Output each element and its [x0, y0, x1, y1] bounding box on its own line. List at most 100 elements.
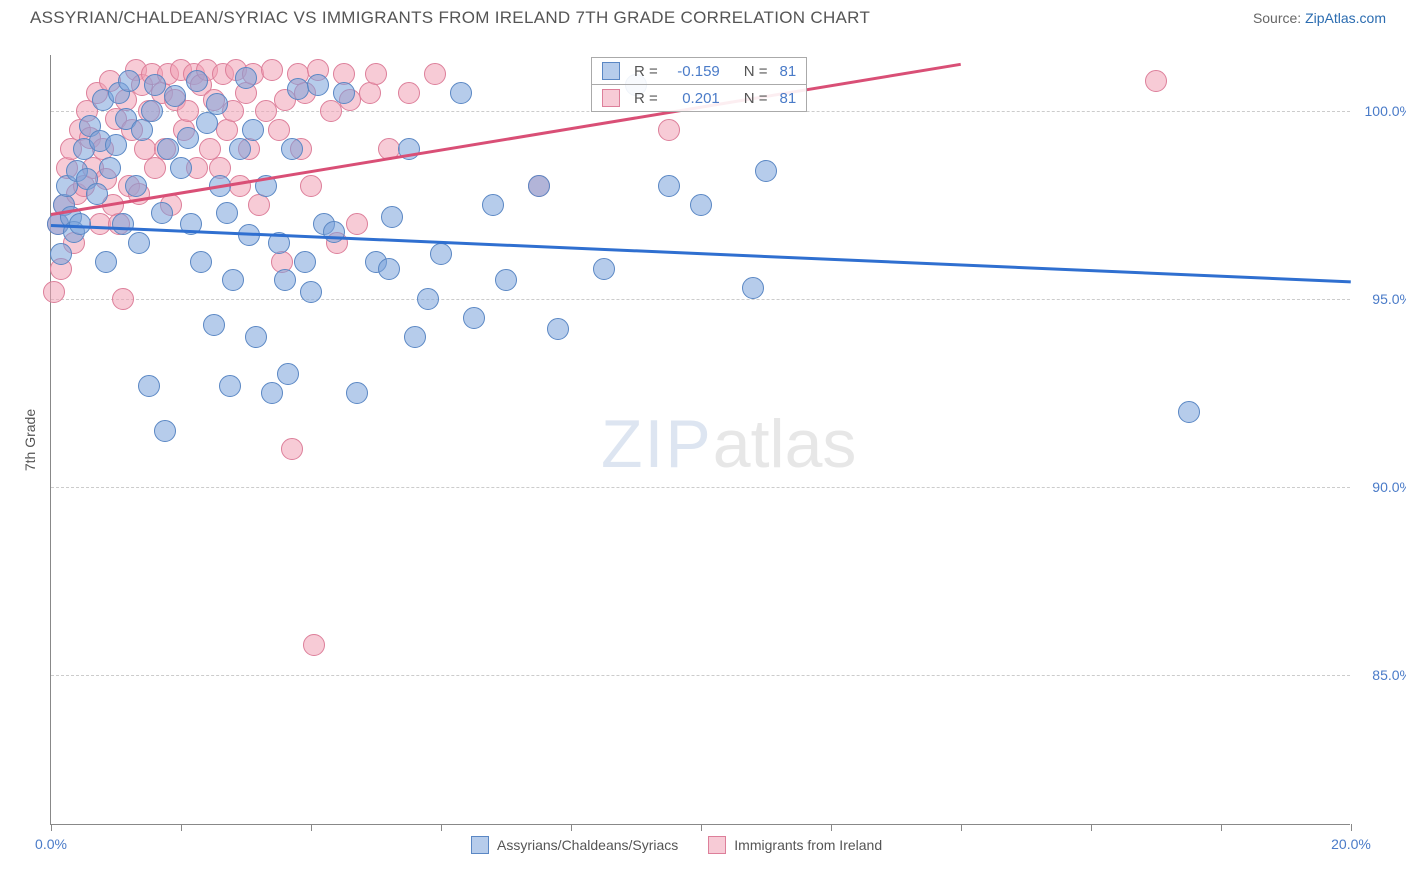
blue-point [450, 82, 472, 104]
pink-point [248, 194, 270, 216]
y-axis-label: 7th Grade [22, 409, 38, 471]
blue-point [742, 277, 764, 299]
pink-point [365, 63, 387, 85]
x-tick [831, 824, 832, 831]
pink-swatch-icon [708, 836, 726, 854]
blue-point [261, 382, 283, 404]
source-link[interactable]: ZipAtlas.com [1305, 10, 1386, 26]
stats-row-pink: R =0.201N =81 [592, 84, 806, 111]
n-label: N = [744, 90, 768, 107]
blue-point [323, 221, 345, 243]
blue-point [593, 258, 615, 280]
blue-point [151, 202, 173, 224]
x-tick [181, 824, 182, 831]
x-tick [1221, 824, 1222, 831]
pink-point [144, 157, 166, 179]
n-label: N = [744, 63, 768, 80]
y-tick-label: 85.0% [1372, 667, 1406, 683]
blue-point [528, 175, 550, 197]
pink-point [320, 100, 342, 122]
blue-point [294, 251, 316, 273]
blue-point [99, 157, 121, 179]
x-tick [441, 824, 442, 831]
blue-point [307, 74, 329, 96]
legend-item-blue: Assyrians/Chaldeans/Syriacs [471, 836, 678, 854]
blue-point [274, 269, 296, 291]
blue-point [128, 232, 150, 254]
blue-point [206, 93, 228, 115]
blue-point [277, 363, 299, 385]
pink-point [346, 213, 368, 235]
blue-point [177, 127, 199, 149]
blue-point [417, 288, 439, 310]
x-tick [1091, 824, 1092, 831]
x-tick-label: 20.0% [1331, 836, 1371, 852]
blue-point [381, 206, 403, 228]
y-tick-label: 100.0% [1365, 103, 1406, 119]
blue-point [245, 326, 267, 348]
blue-point [755, 160, 777, 182]
y-tick-label: 90.0% [1372, 479, 1406, 495]
gridline [51, 675, 1350, 676]
blue-point [1178, 401, 1200, 423]
r-value: -0.159 [670, 63, 720, 80]
x-tick-label: 0.0% [35, 836, 67, 852]
blue-point [131, 119, 153, 141]
pink-point [398, 82, 420, 104]
x-tick [701, 824, 702, 831]
source-prefix: Source: [1253, 10, 1305, 26]
legend-label: Assyrians/Chaldeans/Syriacs [497, 837, 678, 853]
blue-point [658, 175, 680, 197]
blue-point [138, 375, 160, 397]
pink-point [424, 63, 446, 85]
source-attribution: Source: ZipAtlas.com [1253, 10, 1386, 26]
bottom-legend: Assyrians/Chaldeans/Syriacs Immigrants fr… [471, 836, 882, 854]
blue-trendline [51, 224, 1351, 283]
pink-point [303, 634, 325, 656]
blue-point [482, 194, 504, 216]
blue-point [346, 382, 368, 404]
pink-point [229, 175, 251, 197]
r-value: 0.201 [670, 90, 720, 107]
blue-point [118, 70, 140, 92]
blue-point [216, 202, 238, 224]
blue-point [196, 112, 218, 134]
blue-point [86, 183, 108, 205]
blue-point [203, 314, 225, 336]
stats-box: R =-0.159N =81R =0.201N =81 [591, 57, 807, 112]
x-tick [51, 824, 52, 831]
blue-point [105, 134, 127, 156]
blue-point [463, 307, 485, 329]
gridline [51, 299, 1350, 300]
blue-point [404, 326, 426, 348]
x-tick [311, 824, 312, 831]
blue-point [242, 119, 264, 141]
pink-swatch-icon [602, 89, 620, 107]
blue-point [235, 67, 257, 89]
x-tick [1351, 824, 1352, 831]
blue-point [287, 78, 309, 100]
blue-point [690, 194, 712, 216]
blue-point [50, 243, 72, 265]
blue-point [125, 175, 147, 197]
blue-point [495, 269, 517, 291]
pink-point [359, 82, 381, 104]
blue-point [190, 251, 212, 273]
pink-point [281, 438, 303, 460]
pink-point [43, 281, 65, 303]
pink-point [300, 175, 322, 197]
blue-point [547, 318, 569, 340]
x-tick [571, 824, 572, 831]
legend-label: Immigrants from Ireland [734, 837, 882, 853]
pink-point [1145, 70, 1167, 92]
blue-point [281, 138, 303, 160]
blue-point [141, 100, 163, 122]
watermark: ZIPatlas [601, 405, 856, 483]
blue-point [300, 281, 322, 303]
n-value: 81 [780, 90, 797, 107]
stats-row-blue: R =-0.159N =81 [592, 58, 806, 84]
blue-point [186, 70, 208, 92]
pink-point [261, 59, 283, 81]
blue-point [112, 213, 134, 235]
blue-point [222, 269, 244, 291]
